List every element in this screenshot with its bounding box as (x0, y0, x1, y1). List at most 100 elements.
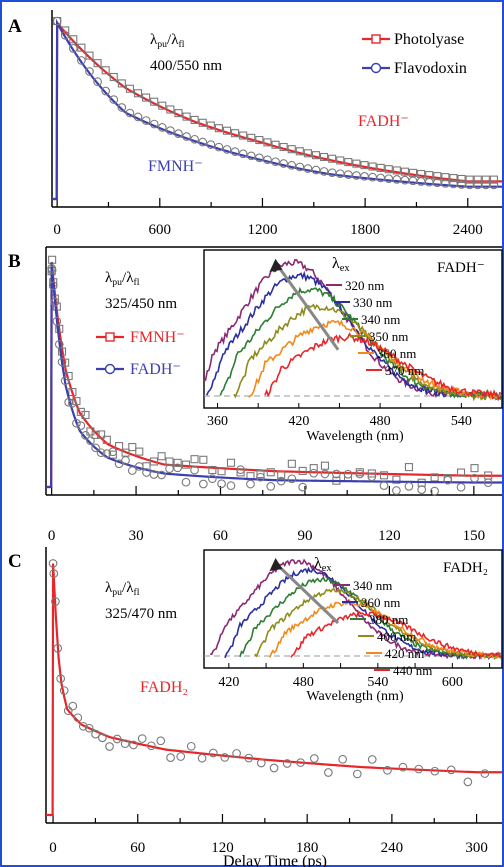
panel-c-marker-circle (414, 764, 424, 774)
panel-a-marker-circle (125, 108, 135, 118)
panel-a-marker-square (489, 175, 498, 184)
panel-b-marker-circle (108, 447, 118, 457)
panel-b-annotation-lambda: λpu/λfl (105, 270, 140, 288)
panel-b-marker-circle (470, 473, 479, 483)
panel-a-marker-circle (327, 168, 337, 178)
panel-c-inset-x-tick-label: 420 (218, 675, 239, 690)
panel-c-inset-spectrum-4 (269, 600, 502, 660)
panel-c-marker-circle (383, 765, 392, 775)
panel-a-marker-square (255, 135, 264, 145)
panel-b-x-tick-label: 90 (297, 528, 312, 544)
panel-b-marker-square (81, 410, 90, 420)
panel-c-inset-legend-label-4: 420 nm (385, 646, 424, 661)
panel-c-x-tick-label: 60 (130, 840, 145, 856)
panel-b-marker-circle (72, 418, 81, 428)
panel-b-legend-label-0: FMNH⁻ (130, 329, 185, 346)
panel-a-marker-square (214, 124, 223, 133)
panel-c-x-tick-label: 300 (465, 840, 488, 856)
panel-b-marker-circle (456, 482, 466, 492)
panel-a-marker-square (150, 97, 159, 106)
panel-b-marker-square (97, 430, 106, 439)
panel-b-marker-circle (343, 469, 353, 479)
panel-c-marker-circle (156, 736, 166, 746)
panel-b-marker-circle (355, 469, 365, 479)
panel-a-marker-circle (222, 145, 232, 154)
panel-a-marker-square (441, 173, 450, 182)
panel-a-marker-square (190, 115, 199, 124)
panel-b-marker-square (287, 459, 296, 468)
panel-b-marker-square (404, 463, 414, 472)
panel-c-inset-legend-label-5: 440 nm (393, 663, 432, 678)
panel-b-inset-spectrum-5 (264, 332, 502, 400)
panel-a-marker-circle (279, 159, 288, 168)
panel-b-marker-circle (91, 443, 100, 453)
panel-b-marker-circle (114, 459, 124, 469)
panel-a-marker-square (198, 118, 207, 127)
panel-a-marker-circle (60, 30, 70, 40)
panel-c-inset-legend-label-2: 380 nm (369, 612, 408, 627)
panel-a-marker-square (400, 167, 409, 176)
panel-b-inset-x-tick-label: 420 (288, 414, 309, 429)
panel-c-marker-circle (338, 754, 348, 764)
panel-b-annotation-wavelengths: 325/450 nm (105, 296, 177, 312)
panel-a-marker-square (287, 145, 296, 154)
panel-a-marker-circle (246, 151, 256, 161)
panel-c-inset-legend-title: λex (314, 555, 332, 574)
panel-c-marker-circle (430, 766, 440, 776)
panel-a-marker-square (465, 175, 474, 184)
panel-b-marker-square (181, 460, 191, 469)
panel-c-marker-circle (197, 753, 207, 763)
panel-a-marker-circle (303, 164, 313, 173)
panel-a-x-tick-label: 600 (149, 222, 172, 238)
panel-a-legend-marker-square (371, 34, 381, 44)
panel-a-marker-circle (319, 167, 329, 176)
panel-a-marker-square (344, 158, 353, 167)
panel-c-marker-circle (56, 674, 66, 683)
panel-a-marker-square (457, 174, 466, 184)
panel-c-marker-circle (49, 569, 59, 578)
panel-b-marker-circle (443, 475, 453, 485)
panel-c-inset-spectrum-2 (239, 576, 502, 661)
panel-b-marker-square (277, 471, 286, 480)
panel-a-marker-square (117, 79, 126, 88)
panel-a-annotation-wavelengths: 400/550 nm (150, 58, 222, 74)
panel-b-marker-circle (309, 468, 319, 478)
panel-c-marker-circle (68, 701, 78, 711)
panel-c-inset-spectrum-0 (210, 558, 501, 661)
panel-b-marker-square (199, 455, 208, 464)
panel-a-marker-circle (174, 129, 183, 138)
panel-b-marker-circle (57, 357, 67, 367)
panel-c-marker-circle (176, 752, 186, 761)
panel-b-marker-square (236, 468, 245, 477)
panel-b-marker-circle (367, 472, 377, 482)
panel-b-marker-square (430, 473, 439, 482)
panel-c-marker-circle (48, 559, 58, 568)
panel-b-legend-label-1: FADH⁻ (130, 361, 181, 378)
panel-c-inset-title: FADH₂ (443, 560, 488, 576)
panel-a-label: A (8, 16, 22, 37)
panel-c-marker-circle (446, 765, 456, 775)
panel-b-inset-arrow-shaft (277, 265, 340, 351)
panel-c-x-tick-label: 120 (211, 840, 234, 856)
panel-b-inset-legend-label-3: 350 nm (369, 329, 408, 344)
panel-b-marker-circle (404, 482, 414, 491)
panel-a-marker-circle (133, 112, 143, 122)
panel-a-x-tick-label: 0 (53, 222, 61, 238)
panel-c-marker-circle (463, 777, 473, 787)
panel-b-marker-square (226, 458, 236, 467)
panel-c-annotation-lambda: λpu/λfl (105, 580, 140, 598)
panel-a-legend-label-0: Photolyase (394, 31, 464, 48)
panel-a-x-tick-label: 1200 (247, 222, 277, 238)
panel-a-marker-circle (52, 16, 62, 26)
panel-b-marker-square (102, 435, 111, 444)
panel-c-inset-xlabel: Wavelength (nm) (306, 689, 404, 704)
panel-c-inset-x-tick-label: 540 (367, 675, 388, 690)
panel-b-x-tick-label: 60 (213, 528, 228, 544)
panel-a-series-label-fadh: FADH⁻ (358, 113, 409, 130)
panel-b-marker-square (135, 447, 144, 456)
panel-b-marker-square (208, 465, 217, 475)
panel-a-marker-square (109, 72, 118, 82)
panel-a-marker-circle (198, 137, 208, 147)
panel-b-marker-circle (246, 479, 255, 489)
panel-a-marker-square (182, 112, 191, 121)
